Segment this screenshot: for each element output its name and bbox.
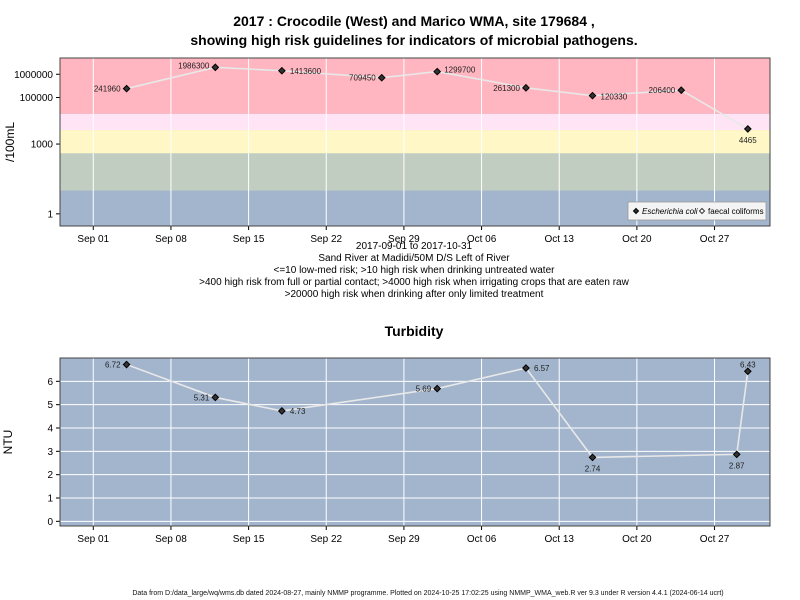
x-tick-label: Sep 15 (233, 234, 265, 245)
data-point (433, 67, 442, 76)
data-point (433, 384, 442, 393)
risk-band-1 (60, 153, 770, 191)
chart1-title-line2: showing high risk guidelines for indicat… (190, 32, 637, 48)
plot-frame (59, 57, 771, 227)
data-label: 4465 (739, 136, 757, 145)
data-label: 1986300 (178, 61, 210, 70)
x-tick-label: Sep 08 (155, 534, 187, 545)
legend-faecal-marker (698, 207, 706, 215)
x-tick-label: Sep 01 (77, 534, 109, 545)
data-label: 5.31 (194, 393, 210, 402)
data-point (277, 66, 286, 75)
x-tick-label: Sep 01 (77, 234, 109, 245)
x-tick-label: Sep 22 (310, 234, 342, 245)
chart1-xlabel-line1: 2017-09-01 to 2017-10-31 (356, 241, 473, 252)
data-point (211, 63, 220, 72)
data-label: 1299700 (444, 66, 476, 75)
risk-band-2 (60, 130, 770, 154)
y-tick-label: 1000000 (14, 70, 53, 81)
data-label: 206400 (649, 86, 676, 95)
x-tick-label: Sep 22 (310, 534, 342, 545)
y-axis-title: NTU (1, 430, 15, 455)
legend-ecoli-marker (632, 207, 640, 215)
plot-frame (59, 357, 771, 527)
plot-background (60, 358, 770, 526)
x-tick-label: Oct 27 (700, 234, 730, 245)
data-label: 2.74 (585, 464, 601, 473)
y-tick-label: 1 (47, 209, 53, 220)
data-point (211, 393, 220, 402)
data-label: 6.57 (534, 364, 550, 373)
turbidity-chart: Sep 01 Sep 08 Sep 15 Sep 22 Sep 29 Oct 06 Oct … (1, 357, 771, 545)
chart1-xlabel-line4: >400 high risk from full or partial cont… (199, 277, 629, 288)
x-tick-label: Oct 13 (544, 534, 574, 545)
data-point (743, 125, 752, 133)
data-point (122, 360, 131, 369)
data-point (732, 450, 741, 459)
data-label: 709450 (349, 74, 376, 83)
data-label: 6.43 (740, 360, 756, 369)
x-tick-label: Sep 29 (388, 234, 420, 245)
x-tick-label: Oct 06 (467, 534, 497, 545)
y-tick-label: 0 (47, 517, 53, 528)
footer-note: Data from D:/data_large/wq/wms.db dated … (132, 590, 723, 597)
x-tick-label: Sep 15 (233, 534, 265, 545)
x-tick-label: Oct 20 (622, 234, 652, 245)
data-label: 4.73 (290, 407, 306, 416)
chart2-title: Turbidity (385, 323, 444, 339)
y-tick-label: 4 (47, 424, 53, 435)
x-tick-label: Sep 29 (388, 534, 420, 545)
data-label: 2.87 (729, 461, 745, 470)
x-tick-label: Oct 06 (467, 234, 497, 245)
risk-band-3 (60, 113, 770, 131)
data-label: 6.72 (105, 361, 121, 370)
x-tick-label: Sep 08 (155, 234, 187, 245)
y-tick-label: 100000 (20, 93, 54, 104)
data-point (277, 407, 286, 415)
data-label: 5.69 (416, 385, 432, 394)
chart1-title-line1: 2017 : Crocodile (West) and Marico WMA, … (233, 13, 595, 29)
y-tick-label: 3 (47, 447, 53, 458)
legend-faecal-label: faecal coliforms (708, 207, 764, 216)
pathogen-chart: Sep 01 Sep 08 Sep 15 Sep 22 Sep 29 Oct 06 Oct … (3, 57, 771, 245)
chart1-xlabel: 2017-09-01 to 2017-10-31 Sand River at M… (199, 241, 629, 300)
data-label: 120330 (601, 93, 628, 102)
data-point (743, 367, 752, 376)
legend-ecoli-label: Escherichia coli (642, 207, 698, 216)
chart1-xlabel-line3: <=10 low-med risk; >10 high risk when dr… (274, 265, 556, 276)
data-point (522, 83, 530, 92)
data-point (588, 453, 597, 462)
x-tick-label: Oct 27 (700, 534, 730, 545)
x-tick-label: Oct 13 (544, 234, 574, 245)
data-point (122, 84, 131, 93)
data-point (588, 91, 597, 100)
y-tick-label: 2 (47, 470, 53, 481)
data-point (522, 364, 530, 372)
risk-band-4 (60, 58, 770, 114)
x-tick-label: Oct 20 (622, 534, 652, 545)
chart1-xlabel-line5: >20000 high risk when drinking after onl… (285, 289, 544, 300)
data-point (377, 73, 386, 82)
legend-box (627, 201, 767, 221)
data-label: 1413600 (290, 67, 322, 76)
y-tick-label: 6 (47, 377, 53, 388)
series-line (126, 363, 749, 459)
chart1-xlabel-line2: Sand River at Madidi/50M D/S Left of Riv… (318, 253, 510, 264)
y-axis-title: /100mL (3, 122, 17, 162)
y-tick-label: 1 (47, 494, 53, 505)
y-tick-label: 5 (47, 400, 53, 411)
data-label: 241960 (94, 85, 121, 94)
y-tick-label: 1000 (31, 140, 54, 151)
data-label: 261300 (493, 84, 520, 93)
data-point (677, 86, 686, 95)
